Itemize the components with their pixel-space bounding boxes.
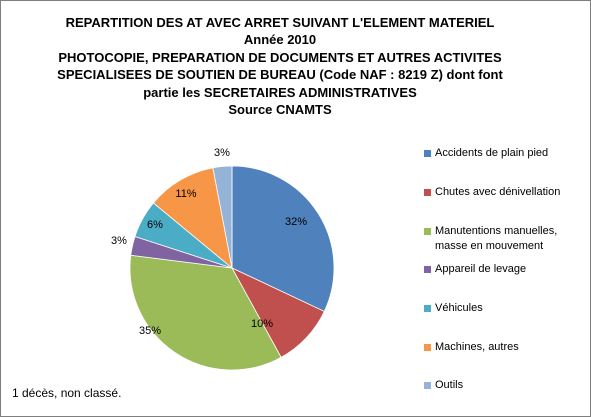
legend-item-vehicules: Véhicules: [424, 301, 589, 316]
title-line-3: PHOTOCOPIE, PREPARATION DE DOCUMENTS ET …: [58, 49, 502, 65]
legend-label: Accidents de plain pied: [435, 147, 549, 159]
legend-item-accidents-plain-pied: Accidents de plain pied: [424, 146, 589, 161]
legend-swatch: [424, 344, 431, 351]
footnote: 1 décès, non classé.: [12, 386, 122, 400]
slice-machines-autres: [152, 167, 233, 270]
title-line-2: Année 2010: [243, 32, 317, 48]
legend-swatch: [424, 228, 431, 235]
legend-item-machines-autres: Machines, autres: [424, 340, 589, 355]
slice-outils: [212, 165, 233, 269]
legend-label: Appareil de levage: [435, 263, 527, 275]
data-label-outils: 3%: [214, 147, 230, 159]
legend-label: Chutes avec dénivellation: [435, 186, 561, 198]
data-label-vehicules: 6%: [147, 219, 163, 231]
data-label-manutentions-manuelles: 35%: [139, 325, 161, 337]
chart-title: REPARTITION DES AT AVEC ARRET SUIVANT L'…: [40, 14, 520, 118]
legend-item-outils: Outils: [424, 378, 589, 393]
legend-label: Outils: [435, 379, 464, 391]
title-line-6: Source CNAMTS: [228, 102, 332, 118]
data-label-accidents-plain-pied: 32%: [285, 216, 307, 228]
slice-manutentions-manuelles: [129, 254, 282, 371]
legend-item-appareil-levage: Appareil de levage: [424, 262, 589, 277]
legend-label: Machines, autres: [435, 341, 519, 353]
legend-item-manutentions-manuelles: Manutentions manuelles, masse en mouveme…: [424, 224, 589, 254]
legend-label: Manutentions manuelles, masse en mouveme…: [435, 225, 558, 252]
legend-swatch: [424, 266, 431, 273]
legend-swatch: [424, 382, 431, 389]
slice-accidents-plain-pied: [231, 165, 335, 312]
legend-item-chutes-denivellation: Chutes avec dénivellation: [424, 185, 589, 200]
data-label-appareil-levage: 3%: [111, 235, 127, 247]
legend: Accidents de plain pied Chutes avec déni…: [424, 0, 589, 417]
legend-label: Véhicules: [435, 302, 483, 314]
title-line-1: REPARTITION DES AT AVEC ARRET SUIVANT L'…: [65, 15, 495, 30]
legend-swatch: [424, 189, 431, 196]
data-label-machines-autres: 11%: [175, 188, 196, 200]
title-line-4: SPECIALISEES DE SOUTIEN DE BUREAU (Code …: [57, 67, 503, 83]
legend-swatch: [424, 150, 431, 157]
title-line-5: partie les SECRETAIRES ADMINISTRATIVES: [143, 84, 417, 100]
data-label-chutes-denivellation: 10%: [251, 318, 273, 330]
legend-swatch: [424, 305, 431, 312]
